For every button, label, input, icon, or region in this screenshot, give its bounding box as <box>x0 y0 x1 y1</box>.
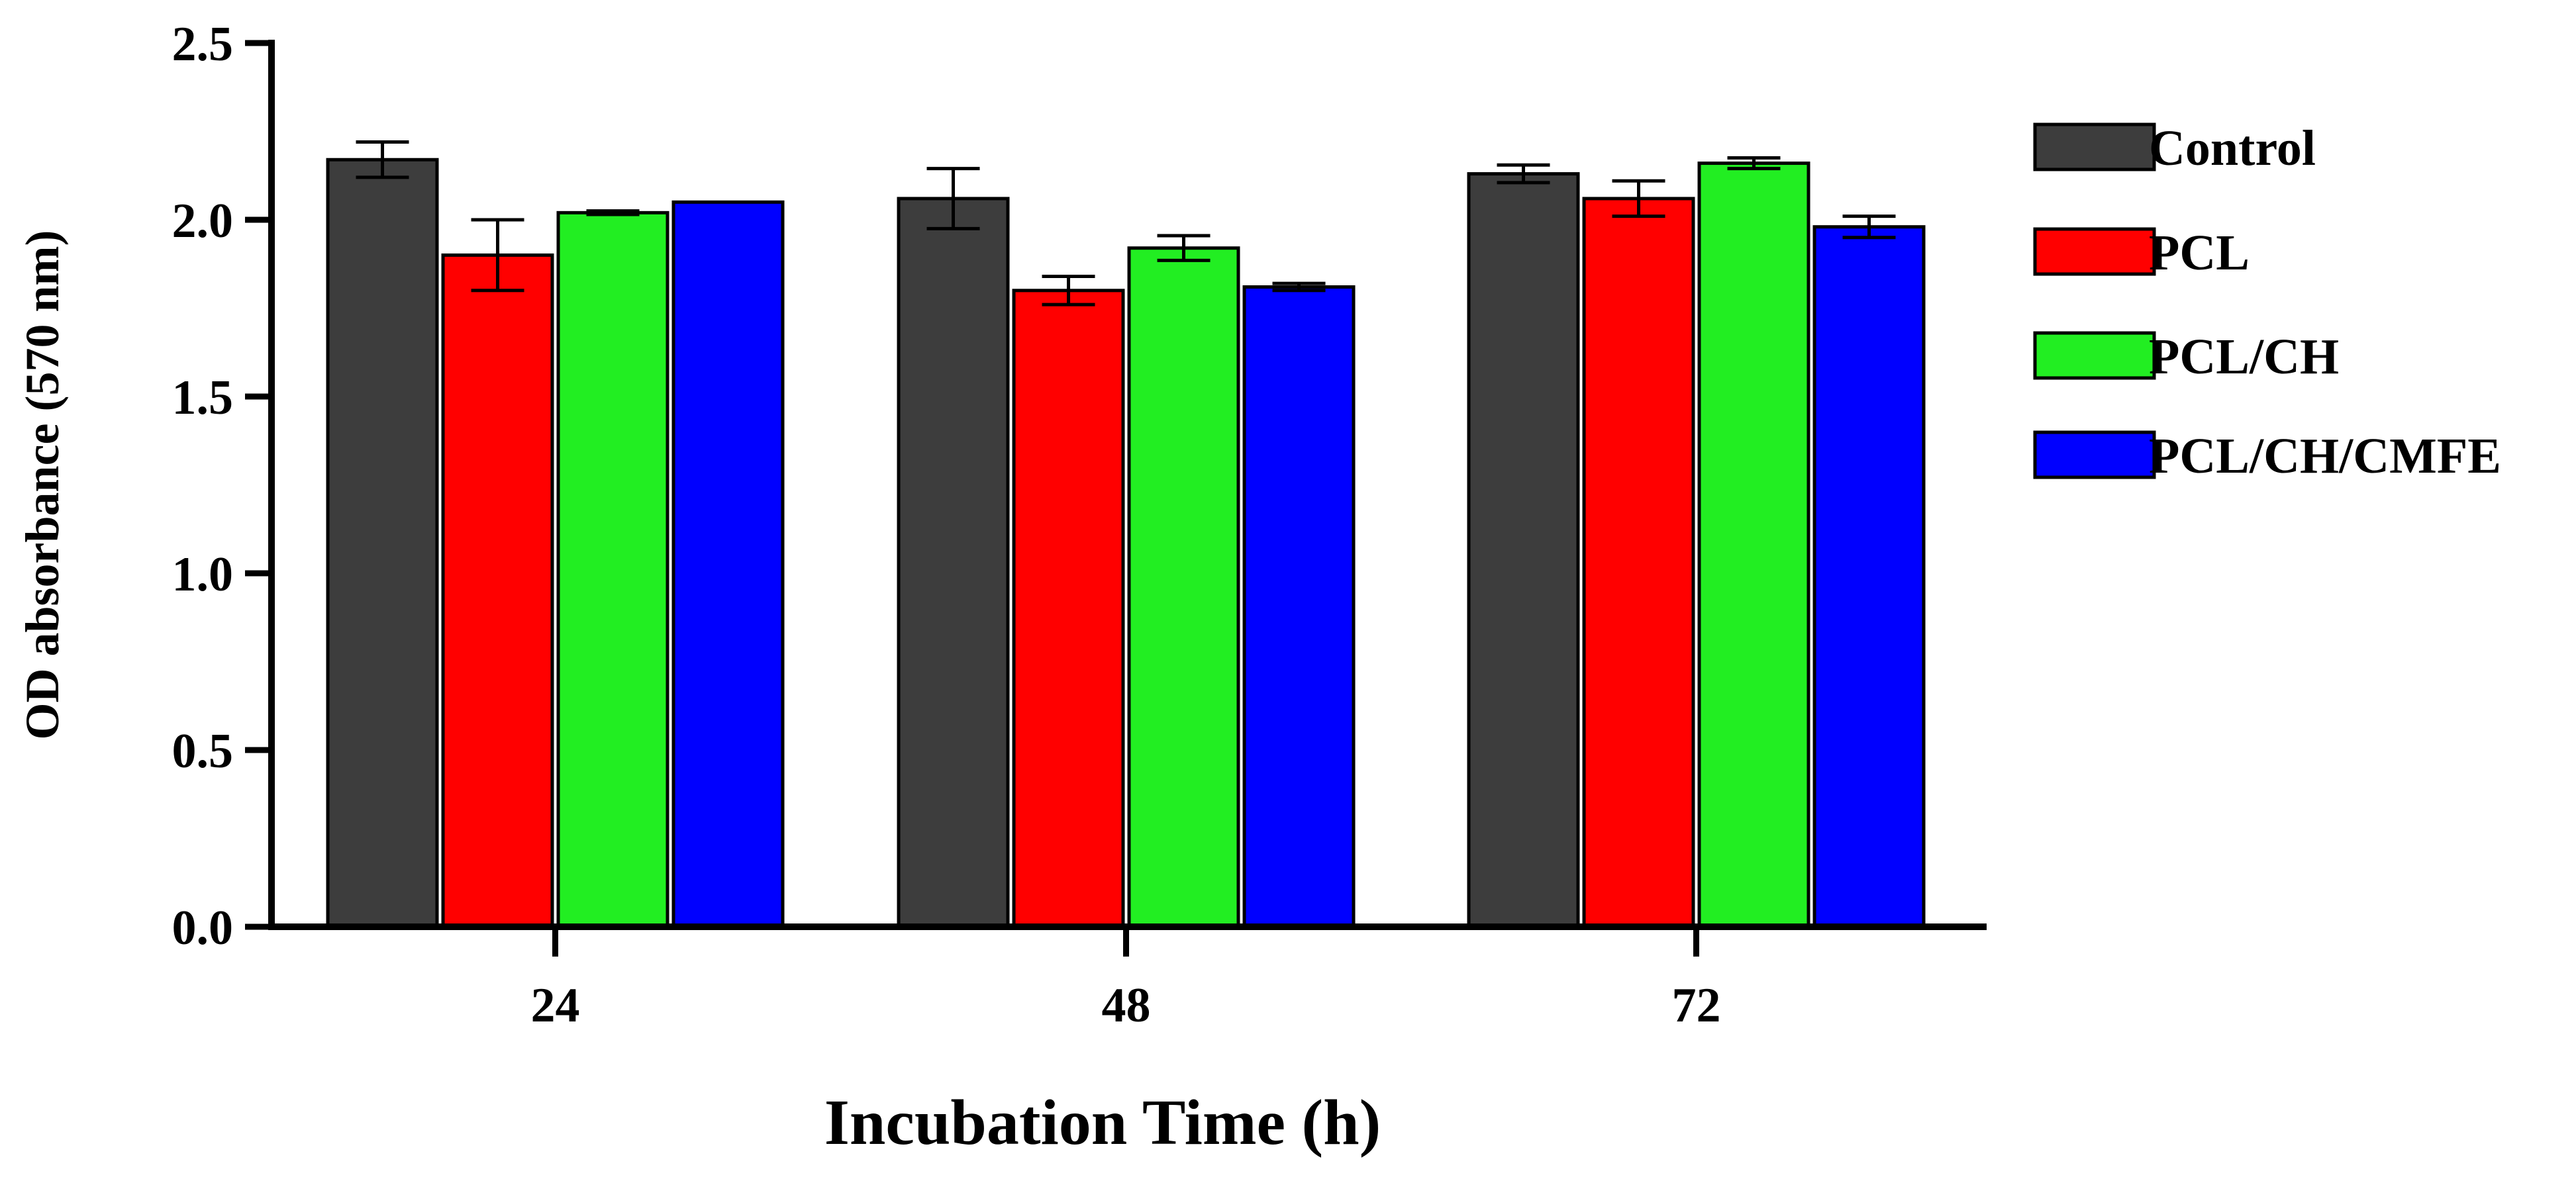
legend-label: PCL/CH <box>2149 329 2339 385</box>
bar-pcl-ch-cmfe-72 <box>1812 225 1926 929</box>
error-bar <box>356 140 409 179</box>
error-bar <box>471 218 524 293</box>
legend-label: PCL <box>2149 225 2250 281</box>
legend-swatch <box>2033 430 2156 479</box>
bar-pcl-ch-cmfe-24 <box>671 200 785 929</box>
y-tick-label: 0.5 <box>172 724 234 778</box>
legend-swatch <box>2033 122 2156 171</box>
error-bar <box>1842 214 1896 240</box>
error-bar <box>1612 179 1665 218</box>
y-tick-label: 0.0 <box>172 901 234 955</box>
legend-label: PCL/CH/CMFE <box>2149 428 2501 484</box>
x-axis-title: Incubation Time (h) <box>824 1087 1381 1158</box>
bar-control-72 <box>1467 172 1580 929</box>
legend-label: Control <box>2149 120 2316 176</box>
bar-pcl-ch-cmfe-48 <box>1242 285 1356 929</box>
error-bar <box>926 167 980 230</box>
bar-pcl-72 <box>1582 197 1695 929</box>
error-bar <box>1157 234 1211 262</box>
y-tick-label: 2.5 <box>172 17 234 71</box>
bar-pcl-ch-48 <box>1127 246 1240 929</box>
x-tick-label: 48 <box>1102 978 1151 1033</box>
legend-swatch <box>2033 227 2156 276</box>
error-bar <box>1272 281 1326 293</box>
legend-swatch <box>2033 331 2156 380</box>
x-tick-label: 24 <box>531 978 580 1033</box>
error-bar <box>1042 274 1095 307</box>
bars-layer <box>326 158 1926 929</box>
error-bar <box>1727 156 1781 171</box>
y-tick-label: 1.0 <box>172 547 234 602</box>
bar-pcl-24 <box>441 253 554 929</box>
x-tick-label: 72 <box>1672 978 1721 1033</box>
legend: Control PCL PCL/CH PCL/CH/CMFE <box>2033 120 2501 484</box>
error-bar <box>586 209 640 216</box>
x-ticks: 24 48 72 <box>531 927 1721 1033</box>
error-bars-layer <box>356 140 1896 307</box>
y-ticks: 0.0 0.5 1.0 1.5 2.0 2.5 <box>172 17 272 955</box>
bar-control-48 <box>897 197 1010 929</box>
error-bar <box>1497 163 1550 185</box>
bar-pcl-ch-24 <box>556 211 669 929</box>
y-tick-label: 2.0 <box>172 194 234 248</box>
bar-pcl-ch-72 <box>1697 162 1810 929</box>
y-tick-label: 1.5 <box>172 371 234 425</box>
bar-pcl-48 <box>1012 289 1125 929</box>
bar-control-24 <box>326 158 439 929</box>
y-axis-title: OD absorbance (570 nm) <box>16 230 69 740</box>
